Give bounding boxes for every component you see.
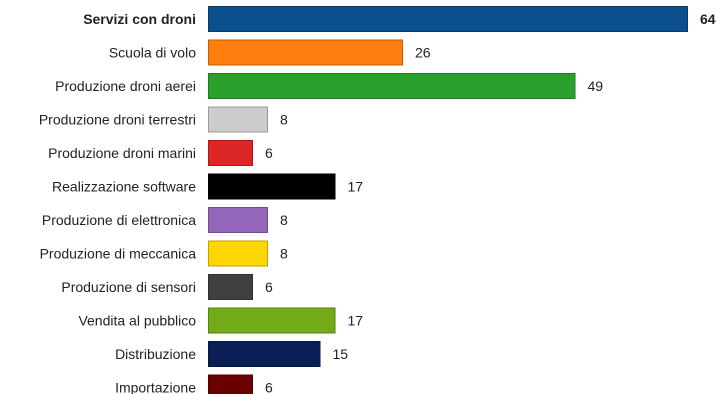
value-label-produzione-di-meccanica: 8 — [280, 246, 288, 262]
category-label-produzione-di-elettronica: Produzione di elettronica — [42, 212, 196, 228]
bar-produzione-di-elettronica — [208, 207, 268, 233]
category-label-produzione-droni-aerei: Produzione droni aerei — [55, 78, 196, 94]
bar-produzione-droni-marini — [208, 140, 253, 166]
category-label-produzione-droni-marini: Produzione droni marini — [48, 145, 196, 161]
category-label-realizzazione-software: Realizzazione software — [52, 179, 196, 195]
value-label-realizzazione-software: 17 — [348, 179, 364, 195]
bar-produzione-di-meccanica — [208, 240, 268, 267]
category-label-importazione: Importazione — [115, 380, 196, 394]
bar-realizzazione-software — [208, 173, 336, 200]
value-label-produzione-droni-marini: 6 — [265, 145, 273, 161]
bar-produzione-droni-terrestri — [208, 106, 268, 133]
bars — [208, 6, 688, 394]
value-label-importazione: 6 — [265, 380, 273, 394]
value-labels: 64 26 49 8 6 17 8 8 6 17 15 6 — [265, 11, 716, 394]
category-label-scuola-di-volo: Scuola di volo — [109, 45, 196, 61]
value-label-distribuzione: 15 — [333, 346, 349, 362]
category-label-vendita-al-pubblico: Vendita al pubblico — [78, 313, 196, 329]
value-label-vendita-al-pubblico: 17 — [348, 313, 364, 329]
value-label-produzione-di-sensori: 6 — [265, 279, 273, 295]
category-label-distribuzione: Distribuzione — [115, 346, 196, 362]
bar-scuola-di-volo — [208, 39, 403, 66]
category-label-produzione-droni-terrestri: Produzione droni terrestri — [39, 112, 196, 128]
value-label-servizi-con-droni: 64 — [700, 11, 716, 27]
value-label-scuola-di-volo: 26 — [415, 45, 431, 61]
category-label-servizi-con-droni: Servizi con droni — [83, 11, 196, 27]
bar-distribuzione — [208, 341, 321, 367]
bar-produzione-droni-aerei — [208, 73, 576, 99]
value-label-produzione-droni-terrestri: 8 — [280, 112, 288, 128]
bar-importazione — [208, 374, 253, 394]
category-labels: Servizi con droni Scuola di volo Produzion… — [39, 11, 196, 394]
bar-servizi-con-droni — [208, 6, 688, 32]
category-label-produzione-di-sensori: Produzione di sensori — [61, 279, 196, 295]
bar-vendita-al-pubblico — [208, 307, 336, 334]
bar-produzione-di-sensori — [208, 274, 253, 300]
category-label-produzione-di-meccanica: Produzione di meccanica — [40, 246, 197, 262]
value-label-produzione-droni-aerei: 49 — [588, 78, 604, 94]
value-label-produzione-di-elettronica: 8 — [280, 212, 288, 228]
